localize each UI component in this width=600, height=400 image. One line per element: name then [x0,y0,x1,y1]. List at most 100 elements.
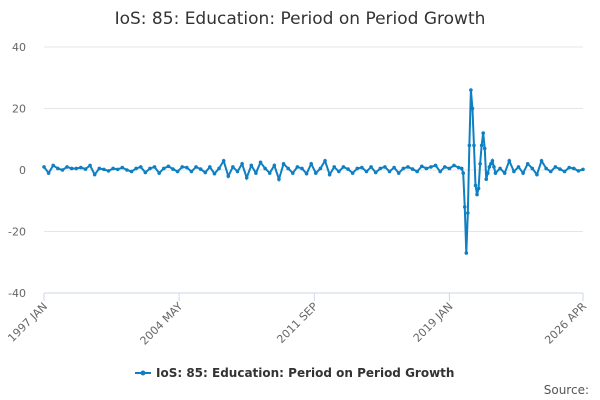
point [148,166,152,171]
point [221,158,226,163]
point [304,171,309,176]
point [447,166,452,171]
point [392,165,396,170]
point [318,166,323,171]
point [350,171,355,175]
point [212,171,217,176]
chart-title: IoS: 85: Education: Period on Period Gro… [115,9,486,29]
point [525,162,530,166]
point [277,177,281,182]
point [502,171,507,175]
point [387,169,392,174]
point [469,88,473,92]
x-tick-label: 2019 JAN [411,300,456,345]
point [360,165,364,170]
point [548,169,553,174]
point [512,169,516,174]
point [106,169,111,173]
point [226,174,231,178]
point [433,163,438,168]
point [263,166,267,171]
point [521,171,525,175]
point [51,163,56,168]
point [378,166,383,171]
point [415,169,419,174]
point [355,166,360,171]
point [346,167,350,171]
y-tick-label: 40 [12,41,26,54]
point [473,183,478,188]
point [482,146,487,151]
point [553,165,558,169]
point [240,162,244,166]
point [171,167,175,171]
point [383,165,387,169]
point [74,166,79,171]
point [235,169,240,174]
y-tick-label: 20 [12,103,26,116]
point [498,166,502,171]
point [323,158,327,163]
point [467,143,472,148]
point [337,169,341,174]
point [217,166,221,171]
point [254,171,258,175]
point [476,186,481,191]
point [189,169,194,174]
point [56,166,60,171]
point [438,169,442,174]
point [442,165,447,169]
point [373,170,378,175]
point [484,177,489,182]
point [456,165,461,170]
point [410,167,415,171]
y-tick-label: 0 [19,164,26,177]
y-tick-label: -20 [8,226,26,239]
point [364,169,369,174]
point [79,165,83,170]
point [332,165,337,169]
point [281,162,286,166]
point [180,165,185,169]
point [65,165,69,169]
point [129,169,134,174]
point [507,158,512,163]
point [472,143,476,148]
point [198,167,203,171]
point [489,162,493,166]
point [102,167,106,172]
point [286,166,290,171]
point [111,166,115,171]
x-tick-label: 1997 JAN [5,300,50,345]
point [539,158,544,163]
point [492,165,496,169]
x-tick-label: 2004 MAY [138,300,186,348]
point [290,171,295,175]
point [567,165,571,170]
point [558,167,562,171]
point [244,175,249,180]
point [464,251,469,255]
point [314,171,318,175]
point [120,165,125,170]
point [481,131,485,135]
point [571,166,576,171]
x-tick-label: 2011 SEP [274,300,320,346]
point [138,165,143,169]
point [203,170,208,175]
point [485,171,490,175]
series-line [43,89,584,254]
point [466,211,470,215]
point [479,143,484,148]
point [327,172,332,177]
point [419,164,424,169]
point [470,106,475,111]
source: Source: [544,383,589,397]
point [429,165,433,169]
point [115,167,120,172]
point [544,166,548,171]
point [249,163,254,168]
point [487,165,492,169]
point [267,171,272,175]
